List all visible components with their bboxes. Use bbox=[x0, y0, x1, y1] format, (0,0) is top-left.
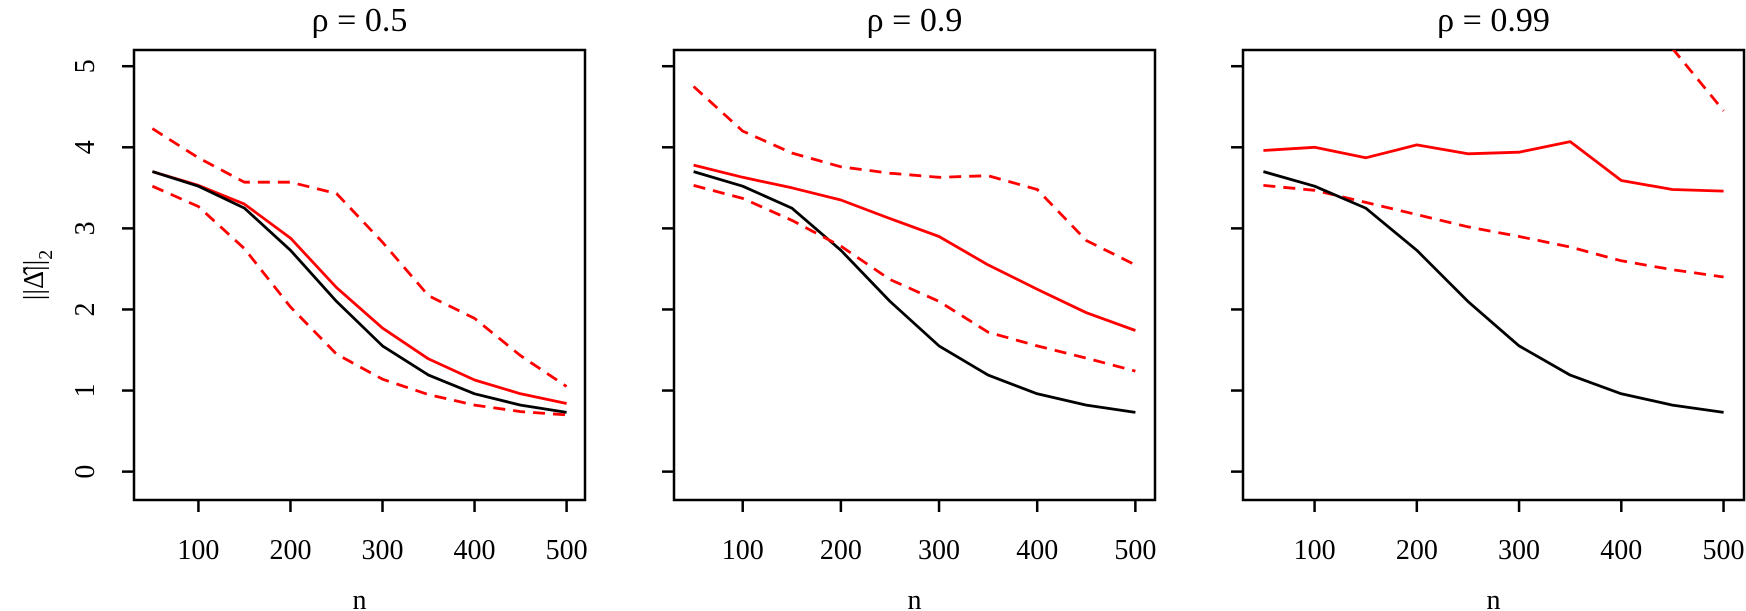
x-axis-label: n bbox=[353, 585, 367, 611]
y-tick-label: 1 bbox=[70, 384, 101, 398]
x-tick-label: 300 bbox=[918, 535, 960, 566]
dashed-red-series-line bbox=[693, 184, 1136, 373]
x-tick-label: 300 bbox=[1498, 535, 1540, 566]
solid-red-series-line bbox=[151, 170, 567, 405]
chart-title: ρ = 0.5 bbox=[312, 2, 408, 39]
dashed-red-series-line bbox=[1263, 184, 1724, 279]
y-axis-label-subscript: 2 bbox=[35, 250, 57, 260]
dashed-red-series-line bbox=[1671, 50, 1725, 112]
x-axis-label: n bbox=[1487, 585, 1501, 611]
x-tick-label: 100 bbox=[1294, 535, 1336, 566]
x-tick-label: 100 bbox=[177, 535, 219, 566]
x-tick-label: 300 bbox=[362, 535, 404, 566]
dashed-red-series-line bbox=[692, 85, 1137, 267]
x-tick-label: 400 bbox=[1600, 535, 1642, 566]
y-tick-label: 3 bbox=[70, 221, 101, 235]
plot-frame bbox=[672, 48, 1157, 502]
y-axis-label-main: ||Δ̂|| bbox=[19, 260, 50, 300]
y-tick-label: 2 bbox=[70, 302, 101, 316]
solid-black-series-line bbox=[151, 170, 567, 414]
chart-title: ρ = 0.99 bbox=[1437, 2, 1550, 39]
x-tick-label: 500 bbox=[1114, 535, 1156, 566]
x-tick-label: 200 bbox=[269, 535, 311, 566]
x-tick-label: 200 bbox=[820, 535, 862, 566]
x-tick-label: 400 bbox=[1016, 535, 1058, 566]
x-axis-label: n bbox=[908, 585, 922, 611]
solid-red-series-line bbox=[693, 163, 1136, 332]
x-tick-label: 200 bbox=[1396, 535, 1438, 566]
solid-red-series-line bbox=[1263, 140, 1724, 193]
dashed-red-series-line bbox=[151, 184, 567, 417]
x-tick-label: 100 bbox=[722, 535, 764, 566]
chart-title: ρ = 0.9 bbox=[867, 2, 963, 39]
y-tick-label: 0 bbox=[70, 465, 101, 479]
solid-black-series-line bbox=[693, 170, 1136, 414]
plot-frame bbox=[132, 48, 587, 502]
x-tick-label: 400 bbox=[454, 535, 496, 566]
dashed-red-series-line bbox=[151, 127, 568, 388]
plot-frame bbox=[1241, 48, 1746, 502]
solid-black-series-line bbox=[1263, 170, 1724, 414]
x-tick-label: 500 bbox=[1703, 535, 1745, 566]
y-tick-label: 5 bbox=[70, 59, 101, 73]
chart-panel-2: ρ = 0.9 100 200 300 400 500 n bbox=[662, 2, 1156, 611]
y-tick-label: 4 bbox=[70, 140, 101, 154]
y-axis-label: ||Δ̂||2 bbox=[19, 250, 57, 300]
x-tick-label: 500 bbox=[546, 535, 588, 566]
chart-panel-3: ρ = 0.99 100 200 300 400 500 n bbox=[1231, 2, 1746, 611]
